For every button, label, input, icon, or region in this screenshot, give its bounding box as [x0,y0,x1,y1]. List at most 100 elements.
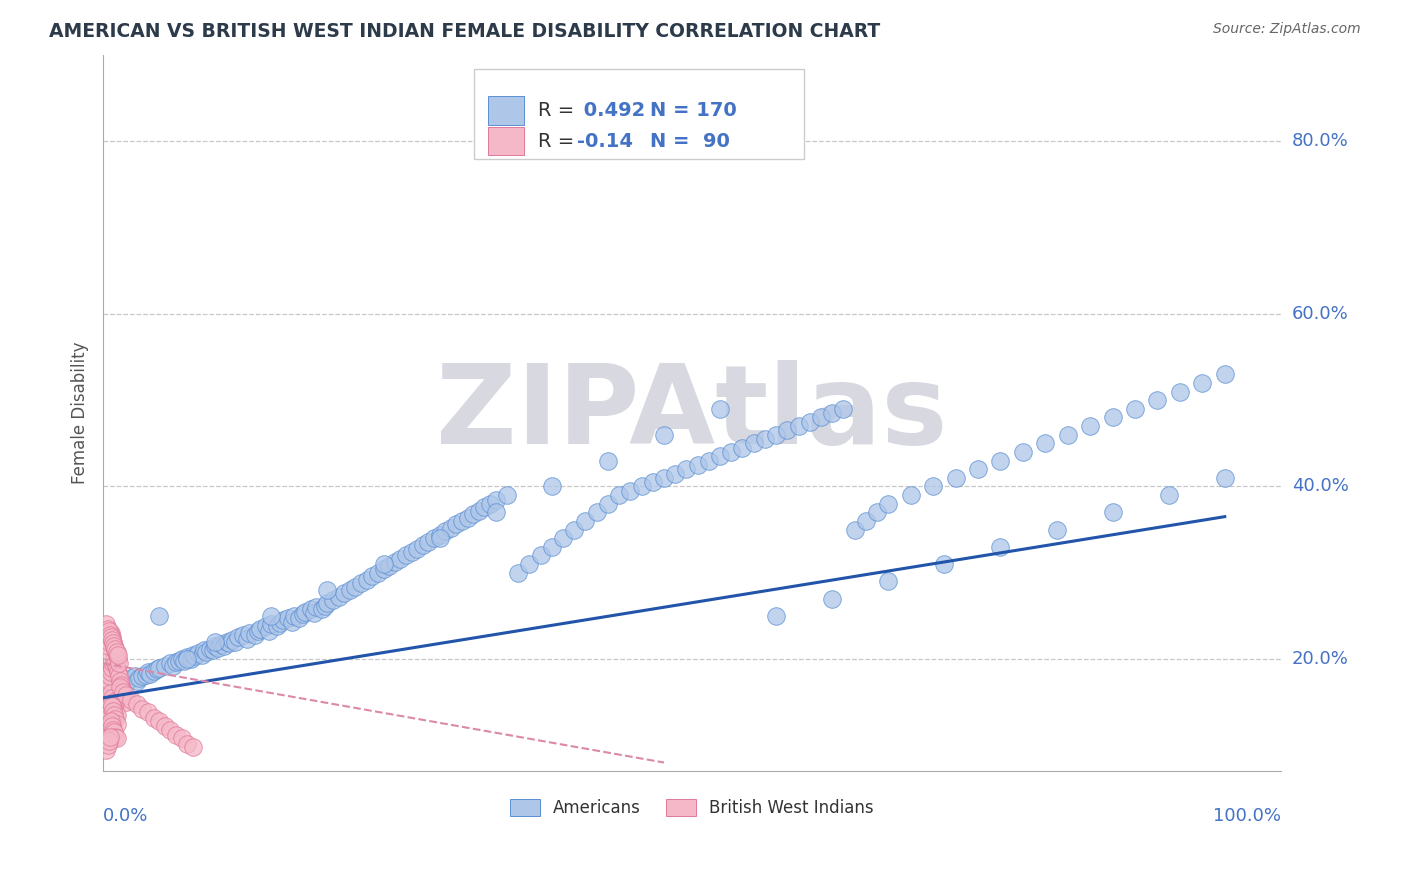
Point [776,424,799,438]
Point [97,721,120,735]
Point [1101,505,1123,519]
Point [463,507,485,521]
Point [562,523,585,537]
Point [170,731,193,746]
Point [742,436,765,450]
Point [101,699,124,714]
Point [100,626,122,640]
Point [367,566,389,580]
Point [173,654,195,668]
Point [125,673,148,688]
Point [585,505,607,519]
Point [664,467,686,481]
Point [254,619,277,633]
Text: R =: R = [537,101,581,120]
Point [675,462,697,476]
Point [100,631,122,645]
Point [1045,523,1067,537]
Point [104,730,127,744]
Point [322,593,344,607]
Point [96,643,118,657]
Point [214,639,236,653]
Point [401,545,423,559]
Point [243,628,266,642]
Point [291,607,314,621]
Point [288,610,311,624]
Point [97,673,120,688]
Point [457,510,479,524]
Point [652,471,675,485]
Point [153,659,176,673]
Point [294,605,316,619]
Point [720,445,742,459]
Point [142,664,165,678]
Point [485,505,508,519]
Point [103,708,125,723]
Point [100,665,122,679]
Point [207,640,229,655]
Point [159,723,181,737]
Point [108,673,131,688]
Point [103,652,125,666]
Point [283,608,305,623]
Point [540,540,562,554]
Point [96,712,118,726]
Point [423,531,446,545]
Point [98,699,121,714]
Point [105,708,128,723]
Point [124,669,146,683]
Point [181,648,204,662]
Point [249,622,271,636]
Point [103,639,125,653]
Point [104,704,127,718]
Point [333,586,356,600]
Point [468,503,491,517]
Point [146,662,169,676]
Point [810,410,832,425]
Point [356,573,378,587]
Point [97,699,120,714]
Point [619,483,641,498]
Point [429,528,451,542]
Point [266,619,288,633]
Point [302,607,325,621]
Point [709,401,731,416]
Point [96,730,118,744]
Point [934,557,956,571]
Point [97,725,120,739]
Point [641,475,664,490]
Point [316,582,339,597]
Point [104,712,127,726]
Point [136,665,159,679]
Point [373,557,395,571]
Point [96,704,118,718]
Text: 60.0%: 60.0% [1292,305,1348,323]
Point [226,631,249,645]
Point [686,458,709,472]
Point [221,633,243,648]
Point [97,639,120,653]
Point [98,716,121,731]
Point [101,690,124,705]
Point [305,600,328,615]
Point [103,725,125,739]
Point [195,645,218,659]
Point [101,685,124,699]
Point [652,427,675,442]
Point [990,453,1012,467]
Point [440,521,463,535]
Point [479,497,502,511]
Point [104,657,127,671]
Point [731,441,754,455]
Point [105,716,128,731]
Point [176,650,198,665]
Point [709,450,731,464]
Point [98,730,121,744]
Point [508,566,530,580]
Point [1168,384,1191,399]
Point [98,628,121,642]
Point [148,714,170,728]
Point [105,660,128,674]
Point [224,634,246,648]
Point [114,695,136,709]
